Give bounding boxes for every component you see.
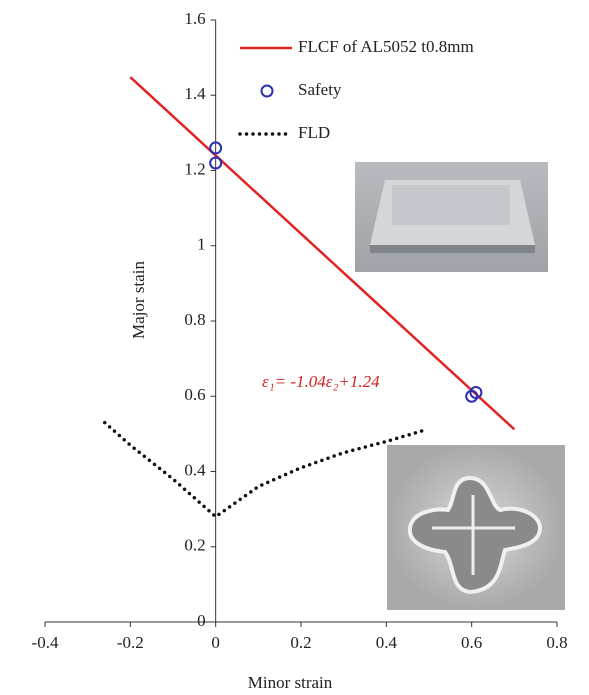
legend-label: FLD <box>298 123 330 142</box>
y-tick-label: 0.2 <box>184 536 205 555</box>
photo-top <box>355 162 548 272</box>
legend-marker <box>262 86 273 97</box>
y-axis-label: Major stain <box>129 261 148 339</box>
y-tick-label: 0.6 <box>184 385 205 404</box>
x-tick-label: 0.2 <box>290 633 311 652</box>
y-tick-label: 0.4 <box>184 460 206 479</box>
legend-label: Safety <box>298 80 342 99</box>
page: {"chart_data": {"type": "line", "x_label… <box>0 0 589 695</box>
y-tick-label: 1 <box>197 235 206 254</box>
y-tick-label: 0.8 <box>184 310 205 329</box>
x-axis-label: Minor strain <box>248 673 333 692</box>
y-tick-label: 0 <box>197 611 206 630</box>
equation: ε₁= -1.04ε₂+1.24 <box>262 372 380 391</box>
photo-bottom <box>387 445 565 610</box>
series-line <box>105 423 425 517</box>
x-tick-label: -0.4 <box>32 633 59 652</box>
y-tick-label: 1.2 <box>184 159 205 178</box>
chart: Minor strain Major stain ε₁= -1.04ε₂+1.2… <box>0 0 589 695</box>
legend-label: FLCF of AL5052 t0.8mm <box>298 37 474 56</box>
x-tick-label: 0.6 <box>461 633 482 652</box>
x-tick-label: 0.8 <box>546 633 567 652</box>
x-tick-label: -0.2 <box>117 633 144 652</box>
y-tick-label: 1.4 <box>184 84 206 103</box>
x-tick-label: 0 <box>211 633 220 652</box>
x-tick-label: 0.4 <box>376 633 398 652</box>
y-tick-label: 1.6 <box>184 9 205 28</box>
